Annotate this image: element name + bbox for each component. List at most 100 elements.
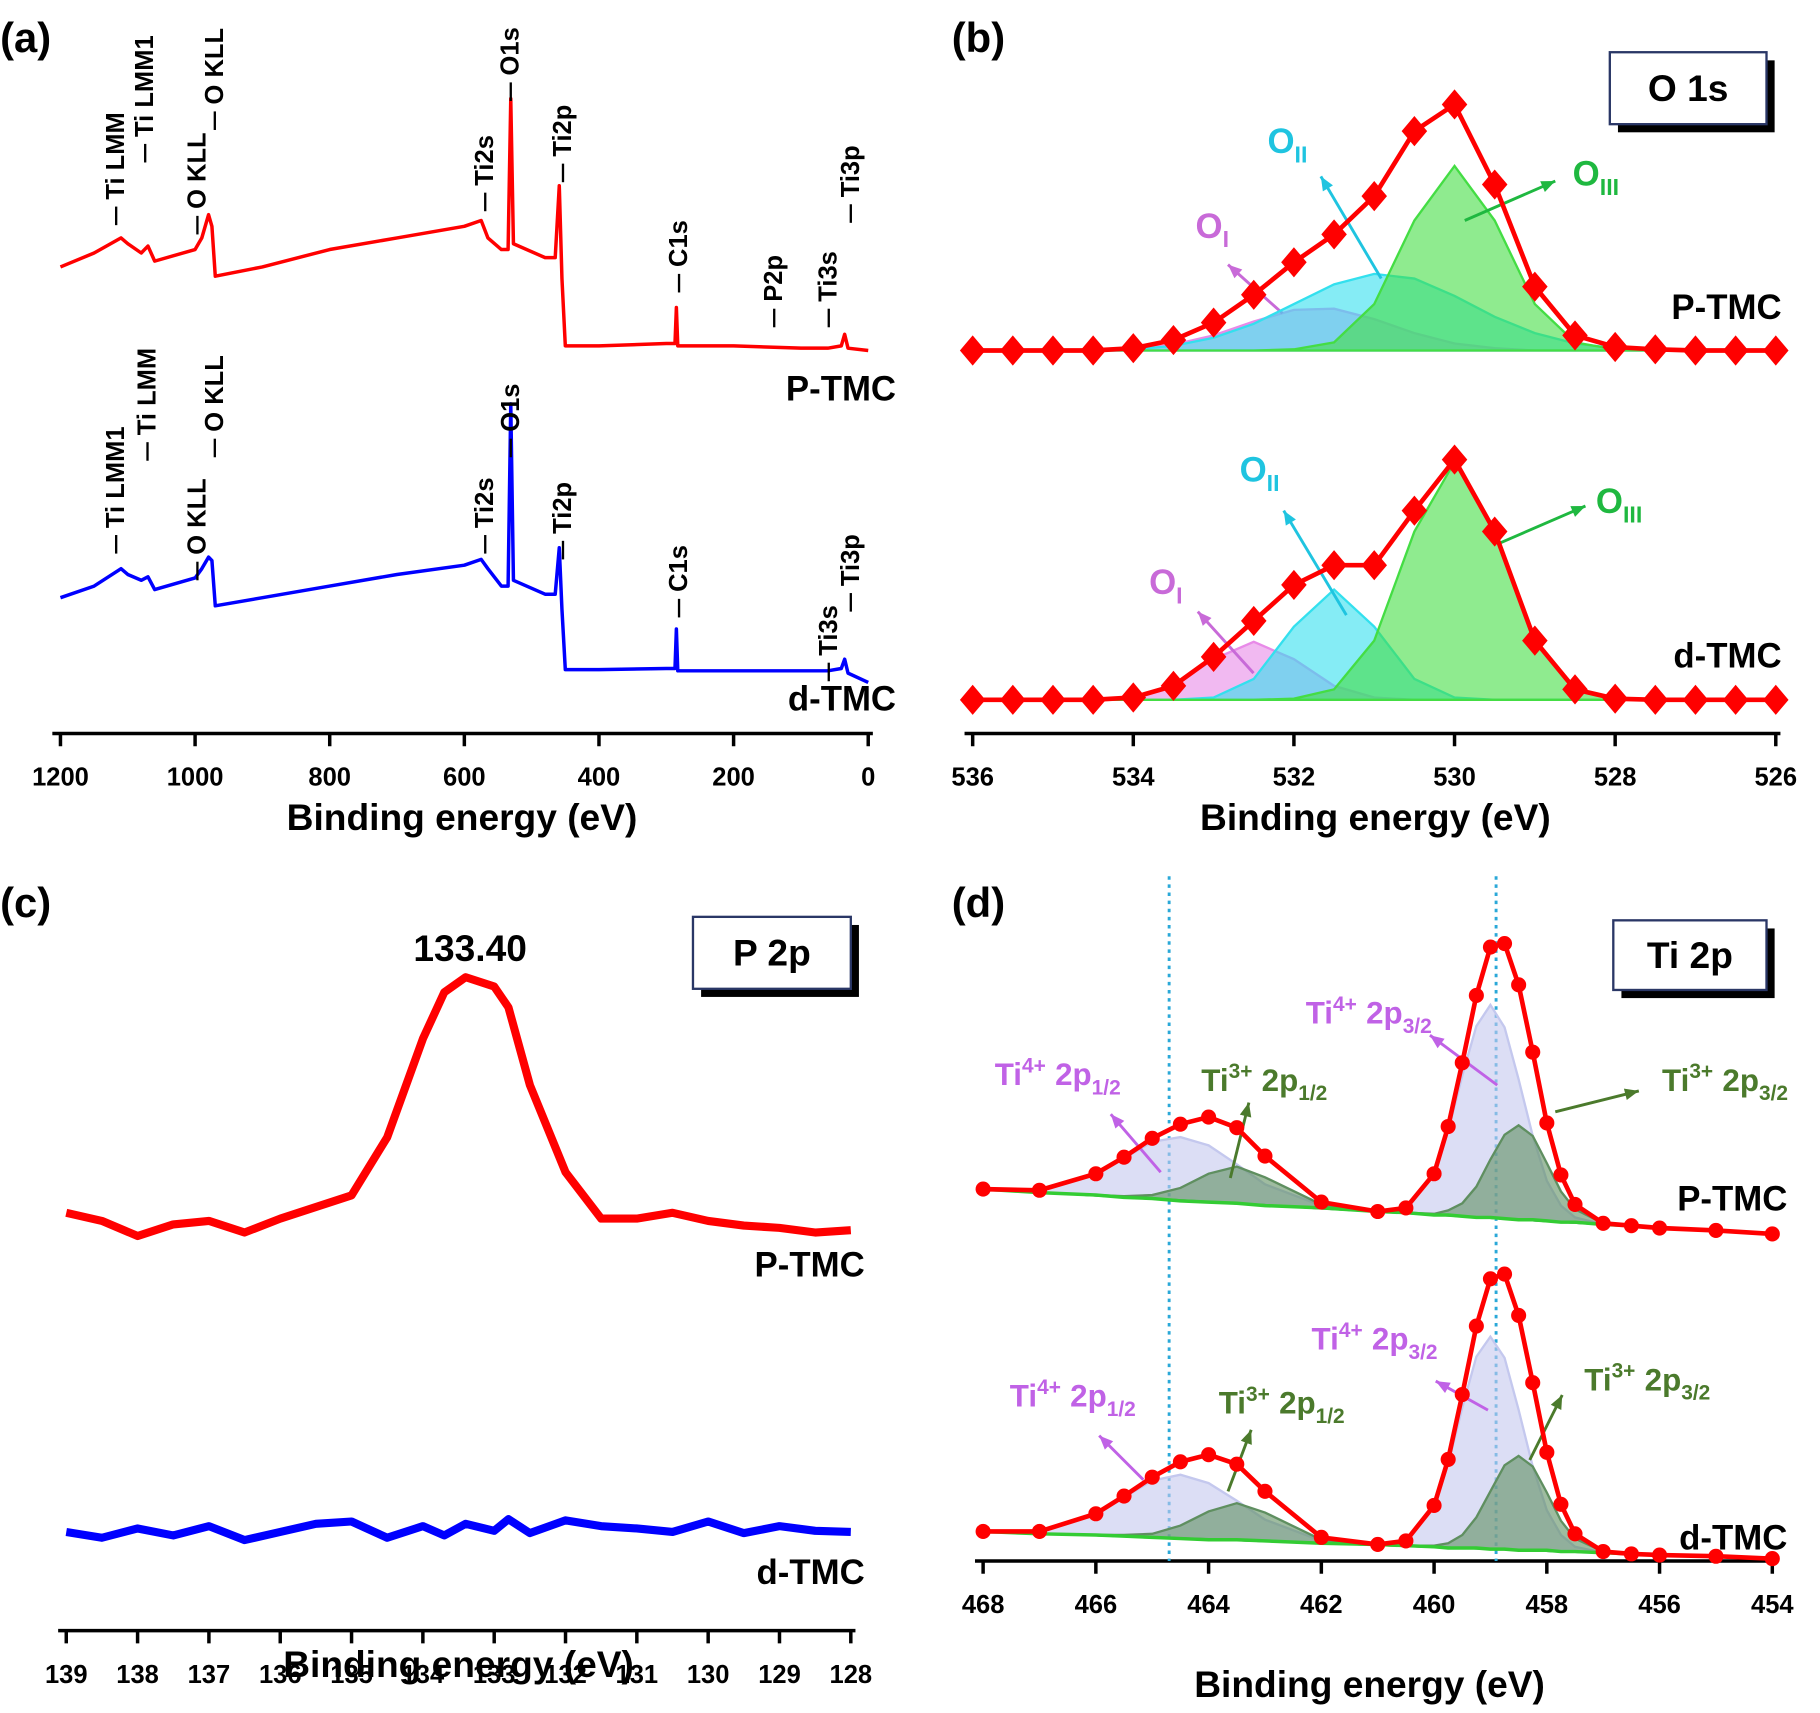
data-marker xyxy=(1172,1454,1188,1470)
component-label: Ti3+ 2p1/2 xyxy=(1219,1383,1345,1428)
peak-label: C1s xyxy=(665,220,693,267)
peak-label: Ti2p xyxy=(549,482,577,534)
label-part: I xyxy=(1223,226,1229,252)
component-label: Ti3+ 2p1/2 xyxy=(1201,1060,1327,1105)
x-tick-label: 454 xyxy=(1751,1591,1794,1619)
x-tick-label: 800 xyxy=(308,764,351,792)
data-marker xyxy=(1313,1529,1329,1545)
data-marker xyxy=(1511,977,1527,993)
peak-label: Ti LMM1 xyxy=(131,35,159,137)
sample-label: d-TMC xyxy=(757,1553,865,1592)
arrow-head xyxy=(1435,1381,1451,1393)
label-box xyxy=(691,915,852,990)
data-marker xyxy=(1496,935,1513,952)
label-part: 1/2 xyxy=(1107,1398,1136,1421)
data-marker xyxy=(1440,1118,1456,1135)
data-marker xyxy=(1229,1120,1245,1136)
label-box xyxy=(1608,51,1768,126)
peak-label: Ti2s xyxy=(471,135,499,186)
arrow-line xyxy=(1554,1089,1640,1114)
data-marker xyxy=(1454,1055,1470,1071)
data-marker xyxy=(1481,516,1508,547)
data-marker xyxy=(1201,1447,1217,1463)
data-marker xyxy=(1160,670,1187,701)
data-marker xyxy=(1200,307,1227,338)
peak-label: O KLL xyxy=(201,355,229,432)
x-tick-label: 139 xyxy=(45,1661,88,1689)
data-marker xyxy=(1595,1215,1611,1231)
label-part: O xyxy=(1596,482,1623,521)
data-marker xyxy=(1642,684,1669,715)
label-part: 3/2 xyxy=(1681,1382,1710,1405)
arrow-head xyxy=(1227,264,1243,279)
data-marker xyxy=(1482,1271,1498,1287)
data-marker xyxy=(1398,1200,1414,1216)
data-marker xyxy=(1722,684,1749,715)
label-part: 2p xyxy=(1055,1057,1092,1092)
data-marker xyxy=(1553,1496,1569,1512)
data-marker xyxy=(1722,335,1749,366)
data-marker xyxy=(1496,1266,1513,1282)
label-part: 3+ xyxy=(1229,1060,1253,1083)
label-part: I xyxy=(1176,582,1182,608)
data-marker xyxy=(1201,1109,1217,1125)
sample-label: P-TMC xyxy=(1671,288,1781,327)
x-tick-label: 400 xyxy=(578,764,621,792)
label-part: 2p xyxy=(1372,1322,1409,1357)
sample-label: P-TMC xyxy=(755,1246,865,1285)
label-part: 2p xyxy=(1279,1386,1316,1421)
arrow-head xyxy=(1550,1395,1563,1411)
x-tick-label: 526 xyxy=(1754,764,1797,792)
arrow-line xyxy=(1319,175,1383,280)
x-tick-label: 528 xyxy=(1594,764,1637,792)
data-marker xyxy=(1441,89,1468,120)
x-tick-label: 200 xyxy=(712,764,755,792)
arrow-head xyxy=(1320,176,1333,192)
sample-label: P-TMC xyxy=(1677,1179,1787,1218)
label-part: 3+ xyxy=(1612,1360,1636,1383)
label-part: 2p xyxy=(1366,996,1403,1031)
data-marker xyxy=(1257,1148,1273,1164)
x-tick-label: 532 xyxy=(1273,764,1316,792)
label-part: 4+ xyxy=(1037,1376,1061,1399)
label-part: 3/2 xyxy=(1403,1015,1432,1038)
label-part: Ti xyxy=(1010,1379,1037,1414)
spectrum-line xyxy=(65,1515,851,1545)
peak-annotation: 133.40 xyxy=(413,927,527,969)
label-part: Ti xyxy=(1662,1063,1689,1098)
data-marker xyxy=(1040,335,1066,366)
label-part: 1/2 xyxy=(1298,1082,1327,1105)
component-label: OIII xyxy=(1596,482,1642,527)
label-part: O xyxy=(1267,122,1294,161)
x-tick-label: 130 xyxy=(687,1661,730,1689)
data-marker xyxy=(1682,684,1709,715)
x-tick-label: 131 xyxy=(616,1661,659,1689)
data-marker xyxy=(959,335,986,366)
x-tick-label: 466 xyxy=(1075,1591,1118,1619)
label-part: O xyxy=(1196,207,1223,246)
panel-label: (a) xyxy=(0,14,51,61)
arrow-head xyxy=(1540,181,1556,192)
data-marker xyxy=(975,1181,991,1197)
label-part: Ti xyxy=(1306,996,1333,1031)
data-marker xyxy=(1602,683,1628,714)
label-part: 1/2 xyxy=(1092,1076,1121,1099)
x-tick-label: 138 xyxy=(116,1661,159,1689)
data-marker xyxy=(1468,987,1484,1004)
data-marker xyxy=(1525,1375,1541,1391)
data-marker xyxy=(1426,1497,1442,1514)
fit-line xyxy=(983,940,1773,1237)
data-marker xyxy=(1240,605,1267,636)
arrow-line xyxy=(1282,509,1348,616)
data-marker xyxy=(1229,1456,1245,1472)
data-marker xyxy=(1172,1116,1188,1132)
label-part: 2p xyxy=(1722,1063,1759,1098)
arrow-head xyxy=(1197,611,1212,626)
data-marker xyxy=(1595,1543,1611,1560)
label-part: 3/2 xyxy=(1759,1082,1788,1105)
label-part: 3+ xyxy=(1689,1060,1713,1083)
peak-label: O1s xyxy=(497,383,525,431)
sample-label: P-TMC xyxy=(786,369,896,408)
peak-label: Ti LMM xyxy=(102,112,130,199)
